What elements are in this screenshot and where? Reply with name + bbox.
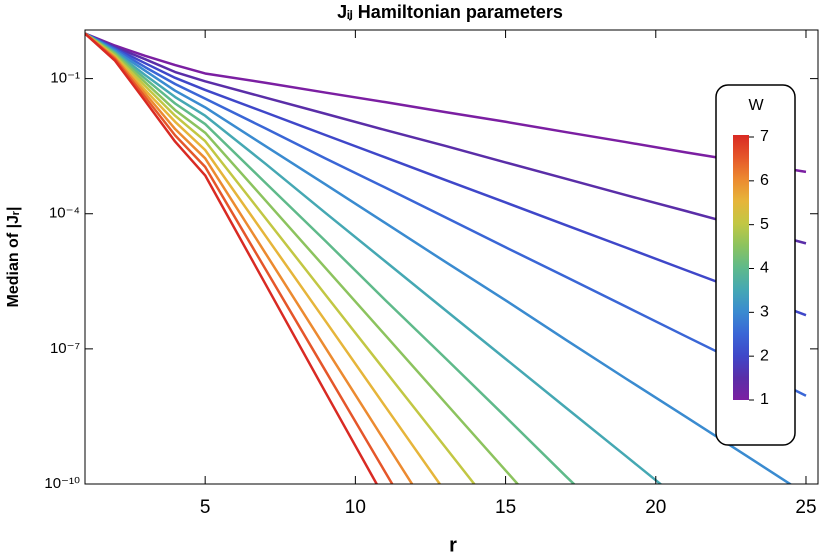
series-line	[85, 32, 520, 484]
series-line	[85, 32, 576, 484]
y-tick-label: 10⁻¹⁰	[44, 475, 80, 492]
series-line	[85, 32, 807, 174]
y-tick-label: 10⁻⁷	[50, 340, 80, 357]
plot-frame	[84, 29, 819, 485]
plot-lines	[85, 32, 807, 484]
series-line	[85, 32, 663, 484]
colorbar	[733, 135, 749, 400]
colorbar-tick-label: 2	[760, 347, 769, 364]
colorbar-tick-label: 1	[760, 391, 769, 408]
colorbar-tick-label: 6	[760, 172, 769, 189]
x-tick-label: 5	[200, 497, 211, 518]
x-tick-label: 15	[495, 497, 516, 518]
y-tick-label: 10⁻⁴	[49, 205, 80, 222]
colorbar-tick-label: 5	[760, 216, 769, 233]
series-line	[85, 32, 414, 484]
colorbar-tick-label: 7	[760, 128, 769, 145]
colorbar-tick-label: 3	[760, 304, 769, 321]
x-tick-label: 20	[645, 497, 666, 518]
x-tick-label: 10	[345, 497, 366, 518]
series-line	[85, 32, 379, 484]
series-line	[85, 32, 793, 484]
colorbar-tick-label: 4	[760, 260, 769, 277]
series-line	[85, 32, 476, 484]
colorbar-title: W	[748, 97, 764, 114]
series-line	[85, 32, 394, 484]
series-line	[85, 32, 807, 245]
x-tick-label: 25	[795, 497, 816, 518]
series-line	[85, 32, 807, 397]
y-axis-label: Median of |Jᵣ|	[5, 207, 22, 308]
y-tick-label: 10⁻¹	[50, 70, 80, 87]
legend-box	[715, 84, 796, 446]
x-axis-label: r	[449, 534, 457, 556]
chart-title: Jᵢⱼ Hamiltonian parameters	[337, 2, 563, 22]
series-line	[85, 32, 807, 317]
